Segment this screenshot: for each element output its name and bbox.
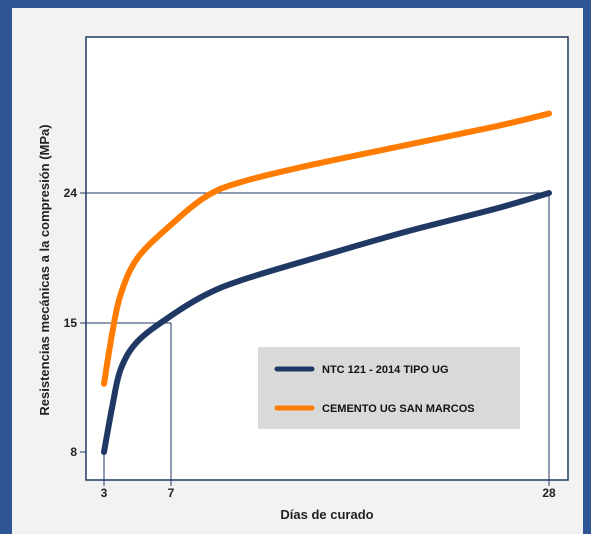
x-tick-label-1: 7 — [168, 486, 175, 500]
legend-label-1: CEMENTO UG SAN MARCOS — [322, 403, 475, 415]
x-axis-ticks: 3 7 28 — [101, 480, 556, 500]
series-line-0 — [101, 190, 552, 455]
y-tick-label-0: 8 — [70, 445, 77, 459]
series-group — [101, 110, 552, 455]
legend-box — [258, 347, 520, 429]
reference-lines — [86, 192, 550, 480]
x-axis-label: Días de curado — [280, 507, 373, 522]
y-tick-label-2: 24 — [64, 186, 78, 200]
corner-decoration — [0, 457, 12, 534]
legend: NTC 121 - 2014 TIPO UG CEMENTO UG SAN MAR… — [258, 347, 520, 429]
legend-label-0: NTC 121 - 2014 TIPO UG — [322, 364, 449, 376]
y-tick-label-1: 15 — [64, 316, 78, 330]
x-tick-label-0: 3 — [101, 486, 108, 500]
y-axis-ticks: 8 15 24 — [64, 186, 86, 459]
y-axis-label: Resistencias mecánicas a la compresión (… — [37, 124, 52, 415]
x-tick-label-2: 28 — [542, 486, 556, 500]
series-line-1 — [101, 110, 552, 387]
